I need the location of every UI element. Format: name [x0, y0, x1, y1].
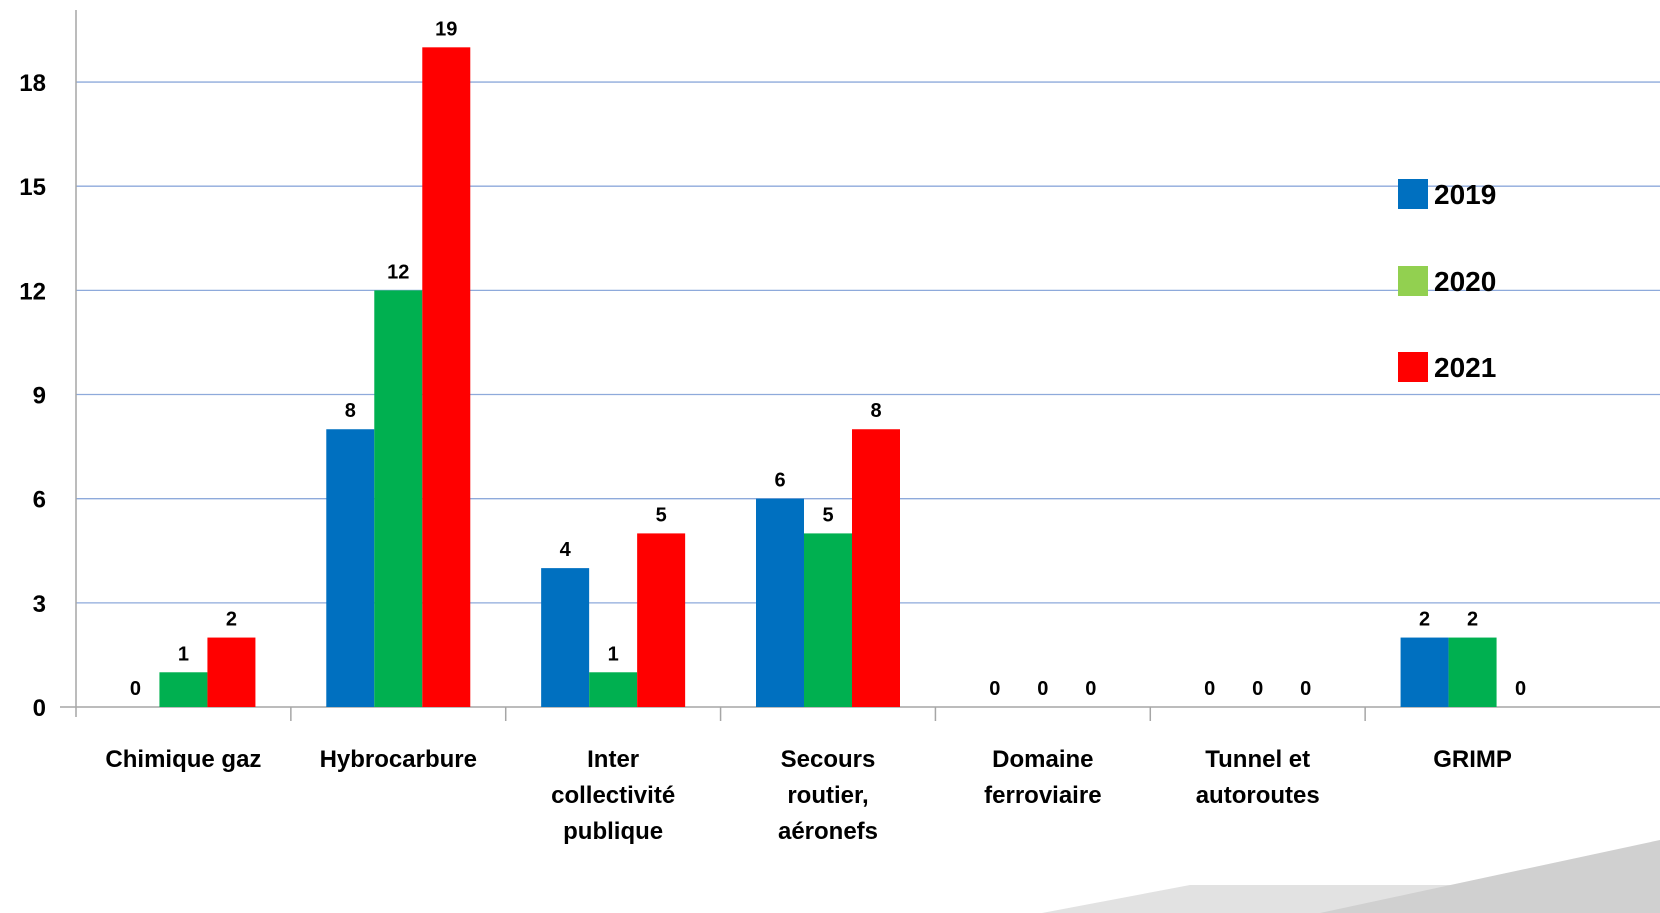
x-tick-label: Chimique gaz [105, 746, 261, 773]
y-tick-label: 15 [19, 174, 46, 201]
data-label: 8 [870, 400, 881, 422]
data-label: 19 [435, 18, 457, 40]
data-label: 2 [226, 609, 237, 631]
y-tick-label: 3 [33, 591, 46, 618]
bar-2021 [637, 533, 686, 707]
legend-swatch-2021 [1398, 352, 1428, 382]
legend-label-2020: 2020 [1434, 266, 1496, 297]
y-tick-label: 9 [33, 383, 46, 410]
data-label: 0 [1300, 678, 1311, 700]
x-tick-label: Domaine [992, 746, 1093, 773]
data-label: 5 [656, 504, 667, 526]
x-tick-label: publique [563, 818, 663, 845]
data-label: 0 [1037, 678, 1048, 700]
x-axis-tick-labels: Chimique gaz Hybrocarbure Inter collectivit… [105, 746, 1511, 845]
x-tick-label: routier, [787, 782, 868, 809]
x-tick-label: Hybrocarbure [320, 746, 477, 773]
x-tick-label: autoroutes [1196, 782, 1320, 809]
bar-2020 [159, 672, 208, 707]
bar-2020 [804, 533, 852, 707]
bar-2021 [852, 429, 900, 707]
data-label: 2 [1467, 609, 1478, 631]
data-label: 12 [387, 261, 409, 283]
data-label: 0 [1085, 678, 1096, 700]
data-label: 4 [560, 539, 572, 561]
bar-2021 [422, 47, 471, 707]
data-label: 0 [1515, 678, 1526, 700]
bar-2019 [1400, 637, 1449, 707]
x-tick-label: Tunnel et [1205, 746, 1310, 773]
data-label: 0 [989, 678, 1000, 700]
x-tick-label: collectivité [551, 782, 675, 809]
y-axis-tick-labels: 0 3 6 9 12 15 18 [19, 70, 46, 722]
legend-swatch-2019 [1398, 179, 1428, 209]
y-tick-label: 12 [19, 278, 46, 305]
bar-2019 [326, 429, 375, 707]
data-label: 5 [822, 504, 833, 526]
legend-label-2019: 2019 [1434, 179, 1496, 210]
bar-2019 [541, 568, 590, 707]
data-label: 6 [774, 470, 785, 492]
decorative-corner-shape-shadow [1320, 840, 1660, 913]
y-tick-label: 18 [19, 70, 46, 97]
data-label: 1 [608, 643, 619, 665]
x-tick-label: Inter [587, 746, 639, 773]
data-label: 0 [1204, 678, 1215, 700]
data-label: 0 [130, 678, 141, 700]
data-label: 1 [178, 643, 189, 665]
data-label: 2 [1419, 609, 1430, 631]
x-tick-label: aéronefs [778, 818, 878, 845]
legend-label-2021: 2021 [1434, 352, 1496, 383]
bars [159, 47, 1497, 707]
legend-swatch-2020 [1398, 266, 1428, 296]
x-tick-label: ferroviaire [984, 782, 1101, 809]
bar-2020 [589, 672, 638, 707]
data-label: 0 [1252, 678, 1263, 700]
bar-2020 [1448, 637, 1497, 707]
bar-2019 [756, 498, 804, 707]
x-tick-label: GRIMP [1433, 746, 1512, 773]
data-label: 8 [345, 400, 356, 422]
y-tick-label: 6 [33, 487, 46, 514]
legend: 2019 2020 2021 [1398, 179, 1496, 383]
bar-2020 [374, 290, 423, 707]
y-tick-label: 0 [33, 695, 46, 722]
x-tick-label: Secours [781, 746, 876, 773]
bar-2021 [207, 637, 256, 707]
